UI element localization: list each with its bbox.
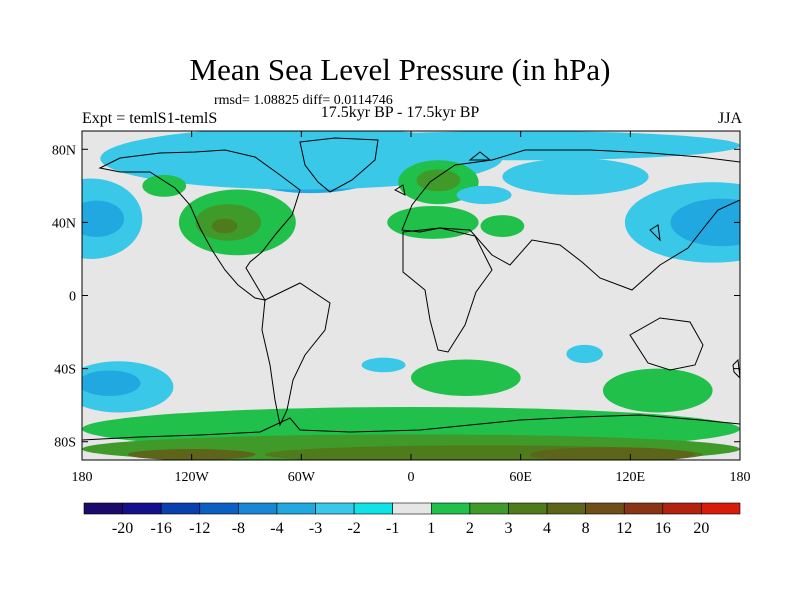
region-antarctica-high-east — [529, 447, 695, 460]
colorbar-label: -20 — [112, 520, 133, 537]
colorbar-label: -3 — [309, 520, 322, 537]
colorbar-label: 16 — [655, 520, 671, 537]
region-s-indian-high — [602, 368, 713, 413]
colorbar-swatch — [392, 502, 432, 515]
season-label: JJA — [717, 110, 742, 127]
colorbar-swatch — [701, 502, 741, 515]
colorbar-swatch — [469, 502, 509, 515]
rmsd-diff-stats: rmsd= 1.08825 diff= 0.0114746 — [214, 93, 393, 108]
region-s-pacific-low-core — [82, 370, 141, 397]
colorbar-swatch — [160, 502, 201, 515]
region-mideast-high — [480, 215, 525, 238]
colorbar-label: -1 — [386, 520, 399, 537]
colorbar-label: -8 — [232, 520, 245, 537]
lon-tick-label: 60E — [509, 470, 532, 485]
colorbar-label: 3 — [504, 520, 512, 537]
colorbar-swatch — [276, 502, 316, 515]
lat-tick-label: 80N — [52, 143, 76, 158]
colorbar-label: 8 — [582, 520, 590, 537]
lat-tick-label: 40N — [52, 216, 76, 231]
colorbar-swatch — [353, 502, 394, 515]
region-alaska-high — [142, 174, 187, 197]
latitude-axis: 80N 40N 0 40S 80S — [52, 143, 740, 451]
colorbar: -20 -16 -12 -8 -4 -3 -2 -1 1 2 3 4 8 12 16 20 — [83, 502, 741, 537]
region-s-indian-low — [566, 344, 603, 364]
period-label: 17.5kyr BP - 17.5kyr BP — [320, 104, 480, 121]
colorbar-label: 20 — [693, 520, 709, 537]
colorbar-swatch — [508, 502, 548, 515]
experiment-label: Expt = temlS1-temlS — [82, 110, 218, 127]
colorbar-label: 2 — [466, 520, 474, 537]
lon-tick-label: 120E — [616, 470, 646, 485]
lon-tick-label: 180 — [72, 470, 93, 485]
colorbar-swatch — [430, 502, 471, 515]
region-tropic-atlantic-low — [456, 185, 512, 205]
region-scandinavia-high-core — [416, 169, 461, 192]
lat-tick-label: 40S — [54, 363, 76, 378]
lat-tick-label: 80S — [54, 436, 76, 451]
region-n-pacific-low-west-core — [82, 200, 125, 238]
region-s-atlantic-high — [411, 359, 521, 397]
region-siberia-low — [502, 158, 649, 195]
lon-tick-label: 120W — [175, 470, 210, 485]
region-s-atlantic-low — [361, 357, 406, 373]
colorbar-label: 12 — [616, 520, 632, 537]
colorbar-label: -2 — [347, 520, 360, 537]
pressure-anomaly-field — [82, 131, 740, 460]
lat-tick-label: 0 — [69, 290, 76, 305]
page-title: Mean Sea Level Pressure (in hPa) — [189, 52, 611, 87]
colorbar-swatch — [83, 502, 123, 515]
longitude-axis: 180 120W 60W 0 60E 120E 180 — [72, 131, 751, 485]
colorbar-swatch — [199, 502, 239, 515]
colorbar-swatch — [585, 502, 625, 515]
region-n-pacific-low-east-core — [670, 198, 740, 247]
colorbar-label: 1 — [427, 520, 435, 537]
colorbar-swatch — [238, 502, 278, 515]
colorbar-label: 4 — [543, 520, 551, 537]
lon-tick-label: 180 — [730, 470, 751, 485]
colorbar-swatch — [122, 502, 162, 515]
colorbar-swatch — [315, 502, 355, 515]
colorbar-swatch — [546, 502, 586, 515]
region-arctic-rim — [301, 131, 740, 161]
colorbar-label: -4 — [270, 520, 283, 537]
lon-tick-label: 60W — [288, 470, 316, 485]
colorbar-swatch — [662, 502, 702, 515]
lon-tick-label: 0 — [408, 470, 415, 485]
region-n-america-high-peak — [211, 218, 238, 234]
colorbar-swatch — [623, 502, 664, 515]
coastlines — [82, 137, 740, 441]
colorbar-label: -12 — [189, 520, 210, 537]
colorbar-label: -16 — [151, 520, 172, 537]
